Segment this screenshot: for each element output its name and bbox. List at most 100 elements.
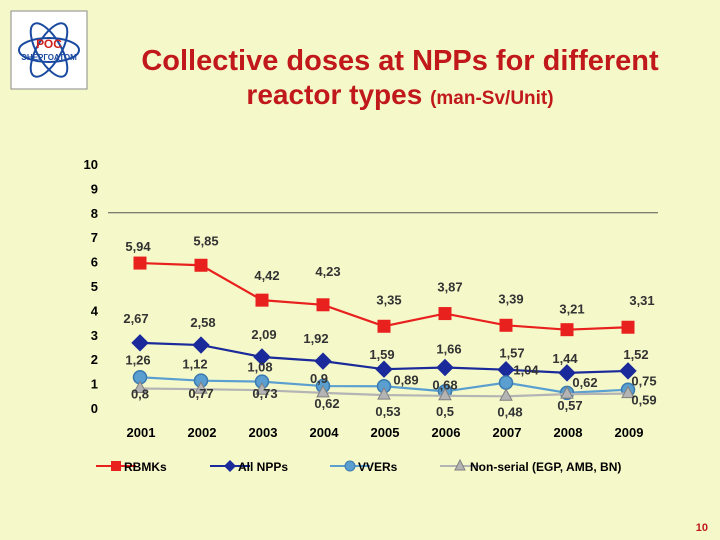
y-tick-label-5: 5 bbox=[91, 279, 98, 294]
x-tick-label-2002: 2002 bbox=[188, 425, 217, 440]
x-tick-label-2004: 2004 bbox=[310, 425, 340, 440]
point-0-2001 bbox=[133, 256, 147, 270]
data-label-1-2009: 1,52 bbox=[623, 347, 648, 362]
y-tick-label-3: 3 bbox=[91, 328, 98, 343]
legend-marker-1 bbox=[224, 460, 236, 472]
point-3-2003 bbox=[255, 382, 269, 395]
data-label-1-2007: 1,57 bbox=[499, 346, 524, 361]
y-tick-label-8: 8 bbox=[91, 206, 98, 221]
data-label-0-2002: 5,85 bbox=[193, 233, 218, 248]
point-2-2007 bbox=[498, 375, 514, 390]
point-3-2009 bbox=[621, 385, 635, 399]
data-label-1-2008: 1,44 bbox=[552, 351, 578, 366]
y-tick-label-7: 7 bbox=[91, 230, 98, 245]
point-3-2008 bbox=[560, 386, 574, 399]
x-tick-label-2006: 2006 bbox=[432, 425, 461, 440]
point-3-2002 bbox=[194, 381, 208, 394]
chart-title: Collective doses at NPPs for different r… bbox=[100, 44, 700, 116]
point-1-2001 bbox=[131, 334, 149, 352]
data-label-2-2009: 0,75 bbox=[631, 374, 656, 389]
y-tick-label-0: 0 bbox=[91, 401, 98, 416]
data-label-1-2001: 2,67 bbox=[123, 311, 148, 326]
legend-label-3: Non-serial (EGP, AMB, BN) bbox=[470, 460, 621, 474]
data-label-0-2009: 3,31 bbox=[629, 293, 654, 308]
x-tick-label-2009: 2009 bbox=[615, 425, 644, 440]
data-label-0-2004: 4,23 bbox=[315, 264, 340, 279]
point-1-2002 bbox=[192, 336, 210, 354]
y-tick-label-9: 9 bbox=[91, 181, 98, 196]
data-label-3-2002: 0,77 bbox=[188, 386, 213, 401]
data-label-0-2001: 5,94 bbox=[125, 239, 151, 254]
point-3-2004 bbox=[316, 384, 330, 398]
title-line-2: reactor types (man-Sv/Unit) bbox=[100, 78, 700, 116]
y-tick-label-4: 4 bbox=[91, 303, 99, 318]
y-tick-label-1: 1 bbox=[91, 377, 98, 392]
x-tick-label-2008: 2008 bbox=[554, 425, 583, 440]
legend-label-2: VVERs bbox=[358, 460, 398, 474]
point-1-2004 bbox=[314, 352, 332, 370]
x-tick-label-2005: 2005 bbox=[371, 425, 400, 440]
point-1-2005 bbox=[375, 360, 393, 378]
title-unit: (man-Sv/Unit) bbox=[430, 88, 554, 109]
data-label-0-2008: 3,21 bbox=[559, 302, 584, 317]
data-label-3-2003: 0,73 bbox=[252, 386, 277, 401]
data-label-3-2004: 0,62 bbox=[314, 396, 339, 411]
legend-marker-2 bbox=[344, 460, 356, 472]
point-0-2008 bbox=[560, 323, 574, 337]
point-0-2005 bbox=[377, 319, 391, 333]
legend-marker-3 bbox=[454, 458, 466, 471]
data-label-0-2005: 3,35 bbox=[376, 292, 401, 307]
point-0-2009 bbox=[621, 320, 635, 334]
data-label-3-2007: 0,48 bbox=[497, 404, 522, 419]
data-label-3-2009: 0,59 bbox=[631, 393, 656, 408]
point-0-2003 bbox=[255, 293, 269, 307]
data-label-1-2005: 1,59 bbox=[369, 347, 394, 362]
data-label-3-2001: 0,8 bbox=[131, 386, 149, 401]
x-tick-label-2003: 2003 bbox=[249, 425, 278, 440]
page-number: 10 bbox=[695, 522, 708, 534]
rosenergoatom-logo: РОС ЭНЕРГОАТОМ bbox=[10, 10, 88, 90]
data-label-2-2004: 0,9 bbox=[310, 371, 328, 386]
x-tick-label-2001: 2001 bbox=[127, 425, 156, 440]
point-3-2006 bbox=[438, 387, 452, 401]
data-label-2-2002: 1,12 bbox=[182, 357, 207, 372]
data-label-2-2001: 1,26 bbox=[125, 352, 150, 367]
x-tick-label-2007: 2007 bbox=[493, 425, 522, 440]
legend-marker-0 bbox=[111, 461, 121, 471]
point-3-2007 bbox=[499, 388, 513, 401]
data-label-0-2003: 4,42 bbox=[254, 268, 279, 283]
point-1-2003 bbox=[253, 348, 271, 366]
data-label-3-2006: 0,5 bbox=[436, 404, 454, 419]
data-label-2-2005: 0,89 bbox=[393, 372, 418, 387]
data-label-2-2007: 1,04 bbox=[513, 363, 539, 378]
data-label-2-2003: 1,08 bbox=[247, 360, 272, 375]
title-line-1: Collective doses at NPPs for different bbox=[141, 45, 659, 77]
point-1-2008 bbox=[558, 364, 576, 382]
data-label-3-2005: 0,53 bbox=[375, 404, 400, 419]
title-line-2-text: reactor types bbox=[246, 79, 423, 110]
y-tick-label-6: 6 bbox=[91, 255, 98, 270]
point-0-2004 bbox=[316, 298, 330, 312]
point-3-2005 bbox=[377, 387, 391, 400]
data-label-1-2004: 1,92 bbox=[303, 331, 328, 346]
logo-text-mid: ЭНЕРГОАТОМ bbox=[21, 53, 77, 62]
point-3-2001 bbox=[133, 380, 147, 393]
y-tick-label-10: 10 bbox=[84, 157, 98, 172]
point-1-2006 bbox=[436, 358, 454, 377]
point-1-2007 bbox=[497, 360, 515, 379]
point-1-2009 bbox=[619, 362, 637, 380]
logo-text-top: РОС bbox=[36, 37, 62, 51]
data-label-2-2008: 0,62 bbox=[572, 375, 597, 390]
data-label-0-2006: 3,87 bbox=[437, 280, 462, 295]
legend-label-1: All NPPs bbox=[238, 460, 288, 474]
point-0-2002 bbox=[194, 258, 208, 272]
point-0-2006 bbox=[438, 307, 452, 321]
data-label-2-2006: 0,68 bbox=[432, 377, 457, 392]
data-label-0-2007: 3,39 bbox=[498, 291, 523, 306]
legend-label-0: RBMKs bbox=[124, 460, 167, 474]
data-label-3-2008: 0,57 bbox=[557, 398, 582, 413]
data-label-1-2003: 2,09 bbox=[251, 327, 276, 342]
point-0-2007 bbox=[499, 318, 513, 332]
data-label-1-2002: 2,58 bbox=[190, 315, 215, 330]
